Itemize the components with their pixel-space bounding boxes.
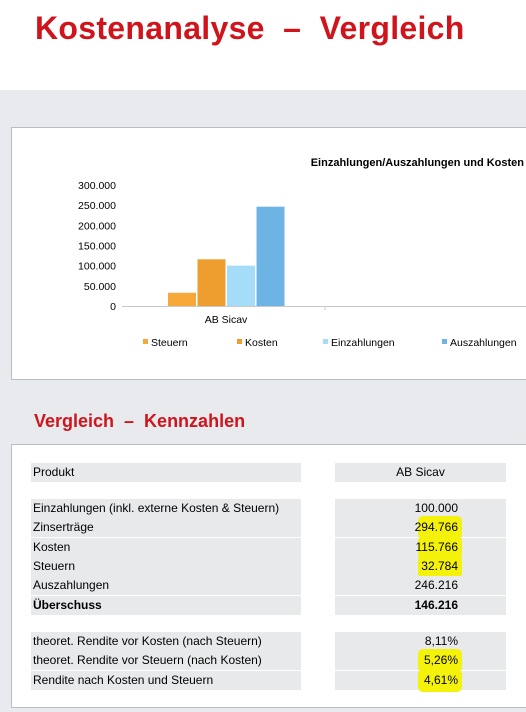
rendite-row: theoret. Rendite vor Kosten (nach Steuer… (31, 632, 507, 651)
row-value: 4,61% (335, 669, 506, 692)
legend-swatch-auszahlungen (442, 339, 447, 344)
x-tick-label: AB Sicav (205, 314, 248, 326)
chart-panel: Einzahlungen/Auszahlungen und Kosten 0 50… (11, 127, 526, 380)
table-row: Überschuss 146.216 (31, 596, 507, 615)
highlight-mark (418, 649, 462, 672)
y-tick-label: 200.000 (78, 220, 116, 232)
row-label: theoret. Rendite vor Kosten (nach Steuer… (31, 632, 301, 651)
row-value: 8,11% (335, 632, 506, 651)
row-label: theoret. Rendite vor Steuern (nach Koste… (31, 651, 301, 670)
row-value: 100.000 (335, 499, 506, 518)
row-value: 146.216 (335, 596, 506, 615)
rendite-row: theoret. Rendite vor Steuern (nach Koste… (31, 649, 507, 672)
rendite-row: Rendite nach Kosten und Steuern 4,61% (31, 669, 507, 692)
bar-steuern (168, 292, 196, 306)
table-row: Auszahlungen 246.216 (31, 576, 507, 595)
highlight-mark (418, 536, 462, 559)
row-label: Kosten (31, 538, 301, 557)
row-value: AB Sicav (335, 463, 506, 482)
row-value: 32.784 (335, 555, 506, 578)
row-label: Produkt (31, 463, 301, 482)
legend-swatch-einzahlungen (323, 339, 328, 344)
table-row: Zinserträge 294.766 (31, 516, 507, 539)
bar-einzahlungen (227, 265, 255, 306)
bar-kosten (197, 259, 226, 306)
highlight-mark (418, 669, 462, 692)
row-label: Einzahlungen (inkl. externe Kosten & Ste… (31, 499, 301, 518)
row-value: 5,26% (335, 649, 506, 672)
legend-swatch-kosten (237, 339, 242, 344)
highlight-mark (418, 516, 462, 539)
row-value: 294.766 (335, 516, 506, 539)
legend-label-einzahlungen: Einzahlungen (331, 337, 395, 349)
row-label: Rendite nach Kosten und Steuern (31, 671, 301, 690)
y-tick-label: 100.000 (78, 261, 116, 273)
y-tick-label: 250.000 (78, 200, 116, 212)
y-tick-label: 150.000 (78, 241, 116, 253)
y-tick-label: 0 (110, 301, 116, 313)
legend-swatch-steuern (143, 339, 148, 344)
table-row: Steuern 32.784 (31, 555, 507, 578)
row-label: Steuern (31, 557, 301, 576)
bar-chart: Einzahlungen/Auszahlungen und Kosten 0 50… (78, 157, 526, 349)
legend-label-auszahlungen: Auszahlungen (450, 337, 517, 349)
row-label: Zinserträge (31, 518, 301, 537)
table-row: Kosten 115.766 (31, 536, 507, 559)
row-value: 115.766 (335, 536, 506, 559)
row-label: Überschuss (31, 596, 301, 615)
legend-label-steuern: Steuern (151, 337, 188, 349)
table-header-row: Produkt AB Sicav (31, 463, 507, 482)
row-label: Auszahlungen (31, 576, 301, 595)
chart-title: Einzahlungen/Auszahlungen und Kosten (311, 157, 525, 169)
legend-label-kosten: Kosten (245, 337, 278, 349)
bar-auszahlungen (256, 206, 285, 306)
page-title: Kostenanalyse – Vergleich (35, 10, 465, 46)
highlight-mark (418, 555, 462, 578)
row-value: 246.216 (335, 576, 506, 595)
y-tick-label: 300.000 (78, 180, 116, 192)
y-tick-label: 50.000 (84, 281, 116, 293)
section-title: Vergleich – Kennzahlen (34, 411, 246, 431)
table-row: Einzahlungen (inkl. externe Kosten & Ste… (31, 499, 507, 518)
